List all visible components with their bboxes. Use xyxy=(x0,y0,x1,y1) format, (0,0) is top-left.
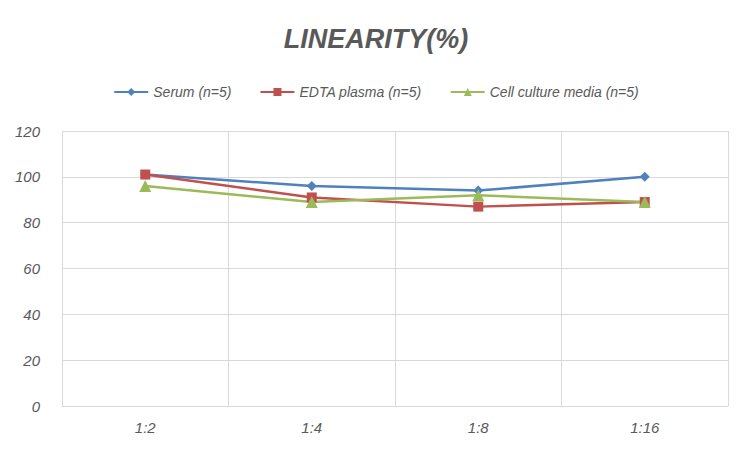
svg-text:100: 100 xyxy=(15,168,41,185)
svg-text:1:16: 1:16 xyxy=(630,419,660,436)
svg-text:1:4: 1:4 xyxy=(301,419,322,436)
svg-text:Cell culture media (n=5): Cell culture media (n=5) xyxy=(490,84,639,100)
svg-text:60: 60 xyxy=(23,260,40,277)
svg-text:20: 20 xyxy=(22,352,40,369)
svg-text:0: 0 xyxy=(32,398,41,415)
svg-text:1:2: 1:2 xyxy=(135,419,157,436)
svg-text:40: 40 xyxy=(23,306,40,323)
svg-text:EDTA plasma (n=5): EDTA plasma (n=5) xyxy=(299,84,421,100)
svg-text:80: 80 xyxy=(23,214,40,231)
svg-text:Serum (n=5): Serum (n=5) xyxy=(153,84,231,100)
svg-text:LINEARITY(%): LINEARITY(%) xyxy=(284,24,469,54)
svg-text:120: 120 xyxy=(15,123,41,140)
svg-text:1:8: 1:8 xyxy=(468,419,490,436)
